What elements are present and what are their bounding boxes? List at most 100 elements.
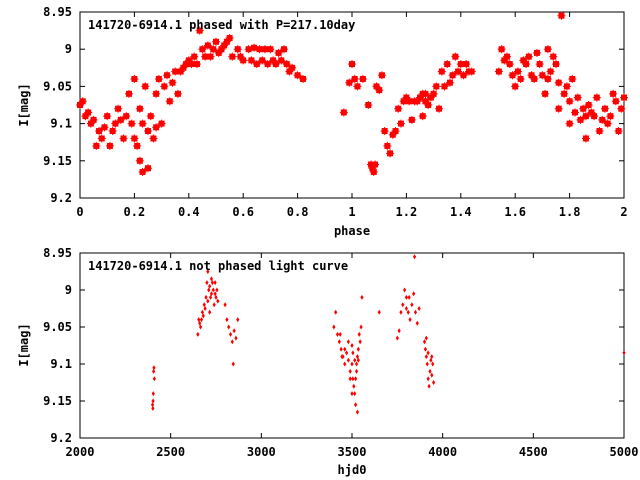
- data-point: [130, 134, 139, 143]
- data-point: [228, 331, 233, 337]
- data-point: [205, 280, 209, 286]
- data-point: [524, 52, 533, 61]
- data-point: [353, 391, 357, 397]
- data-point: [152, 365, 156, 371]
- phased-xtick-label: 0: [76, 205, 83, 219]
- data-point: [201, 313, 205, 319]
- data-point: [424, 354, 428, 360]
- unphased-xticks: 2000 2500 3000 3500 4000 4500 5000: [66, 253, 639, 459]
- phased-ytick-label: 9.2: [50, 191, 72, 205]
- data-point: [549, 52, 558, 61]
- data-point: [432, 82, 441, 91]
- data-point: [236, 317, 240, 323]
- data-point: [252, 60, 261, 69]
- phased-xtick-label: 2: [620, 205, 627, 219]
- data-point: [271, 60, 280, 69]
- unphased-ytick-label: 9: [65, 283, 72, 297]
- data-point: [202, 302, 206, 308]
- data-point: [345, 78, 354, 87]
- data-point: [277, 56, 286, 65]
- data-point: [404, 306, 408, 311]
- data-point: [227, 324, 231, 330]
- data-point: [152, 376, 156, 382]
- data-point: [386, 149, 395, 158]
- data-point: [266, 45, 275, 54]
- data-point: [299, 74, 308, 83]
- data-point: [152, 368, 156, 374]
- data-point: [357, 331, 361, 337]
- data-point: [467, 67, 476, 76]
- data-point: [338, 331, 342, 337]
- data-point: [84, 108, 93, 117]
- data-point: [353, 357, 357, 363]
- data-point: [231, 361, 235, 367]
- data-point: [274, 48, 283, 57]
- data-point: [280, 45, 288, 54]
- data-point: [103, 112, 112, 121]
- unphased-chart: 2000 2500 3000 3500 4000 4500 5000 8.95 9 9.05 9.…: [17, 246, 638, 477]
- data-point: [213, 291, 217, 297]
- data-point: [513, 67, 522, 76]
- data-point: [92, 141, 101, 150]
- data-point: [377, 309, 381, 315]
- phased-plot-frame: [79, 11, 625, 199]
- data-point: [141, 82, 150, 91]
- data-point: [554, 104, 563, 113]
- unphased-xtick-label: 4500: [519, 445, 548, 459]
- phased-ytick-label: 9.05: [43, 79, 72, 93]
- data-point: [348, 376, 352, 382]
- data-point: [581, 112, 590, 121]
- phased-x-axis-label: phase: [334, 224, 370, 238]
- data-point: [190, 52, 199, 61]
- data-point: [426, 376, 430, 382]
- phased-xtick-label: 1: [348, 205, 355, 219]
- data-point: [339, 108, 348, 117]
- data-point: [209, 276, 214, 282]
- data-point: [557, 11, 566, 20]
- data-point: [151, 391, 155, 397]
- data-point: [459, 71, 468, 80]
- data-point: [429, 357, 433, 363]
- data-point: [462, 60, 471, 69]
- data-point: [425, 361, 429, 367]
- data-point: [497, 45, 506, 54]
- data-point: [206, 298, 210, 304]
- unphased-y-axis-label: I[mag]: [17, 323, 31, 366]
- data-point: [356, 346, 360, 352]
- data-point: [215, 287, 219, 293]
- data-point: [352, 383, 356, 389]
- data-point: [417, 306, 421, 311]
- phased-xtick-label: 0.6: [232, 205, 254, 219]
- data-point: [530, 74, 539, 83]
- data-point: [228, 52, 237, 61]
- data-point: [108, 127, 117, 136]
- data-point: [443, 60, 452, 69]
- data-point: [399, 309, 403, 315]
- unphased-xtick-label: 3500: [338, 445, 367, 459]
- data-point: [350, 361, 354, 367]
- data-point: [343, 346, 347, 352]
- data-point: [206, 269, 210, 274]
- data-point: [157, 119, 166, 128]
- data-point: [565, 119, 574, 128]
- unphased-x-axis-label: hjd0: [338, 463, 367, 477]
- phased-ytick-label: 9.15: [43, 154, 72, 168]
- data-point: [122, 112, 131, 121]
- data-point: [214, 294, 218, 300]
- data-point: [611, 97, 620, 106]
- data-point: [614, 127, 623, 136]
- data-point: [192, 60, 201, 69]
- phased-chart: 0 0.2 0.4 0.6 0.8 1 1.2 1.4 1.6 1.8 2 8.95 9 9.05 9.1…: [17, 5, 628, 238]
- phased-xtick-label: 1.8: [559, 205, 581, 219]
- data-point: [369, 167, 378, 176]
- data-point: [146, 112, 155, 121]
- data-point: [208, 309, 212, 315]
- data-point: [210, 280, 214, 286]
- phased-xtick-label: 0.4: [178, 205, 200, 219]
- data-point: [535, 60, 544, 69]
- data-point: [340, 354, 344, 360]
- data-point: [114, 104, 123, 113]
- data-point: [422, 339, 427, 345]
- unphased-xtick-label: 5000: [610, 445, 639, 459]
